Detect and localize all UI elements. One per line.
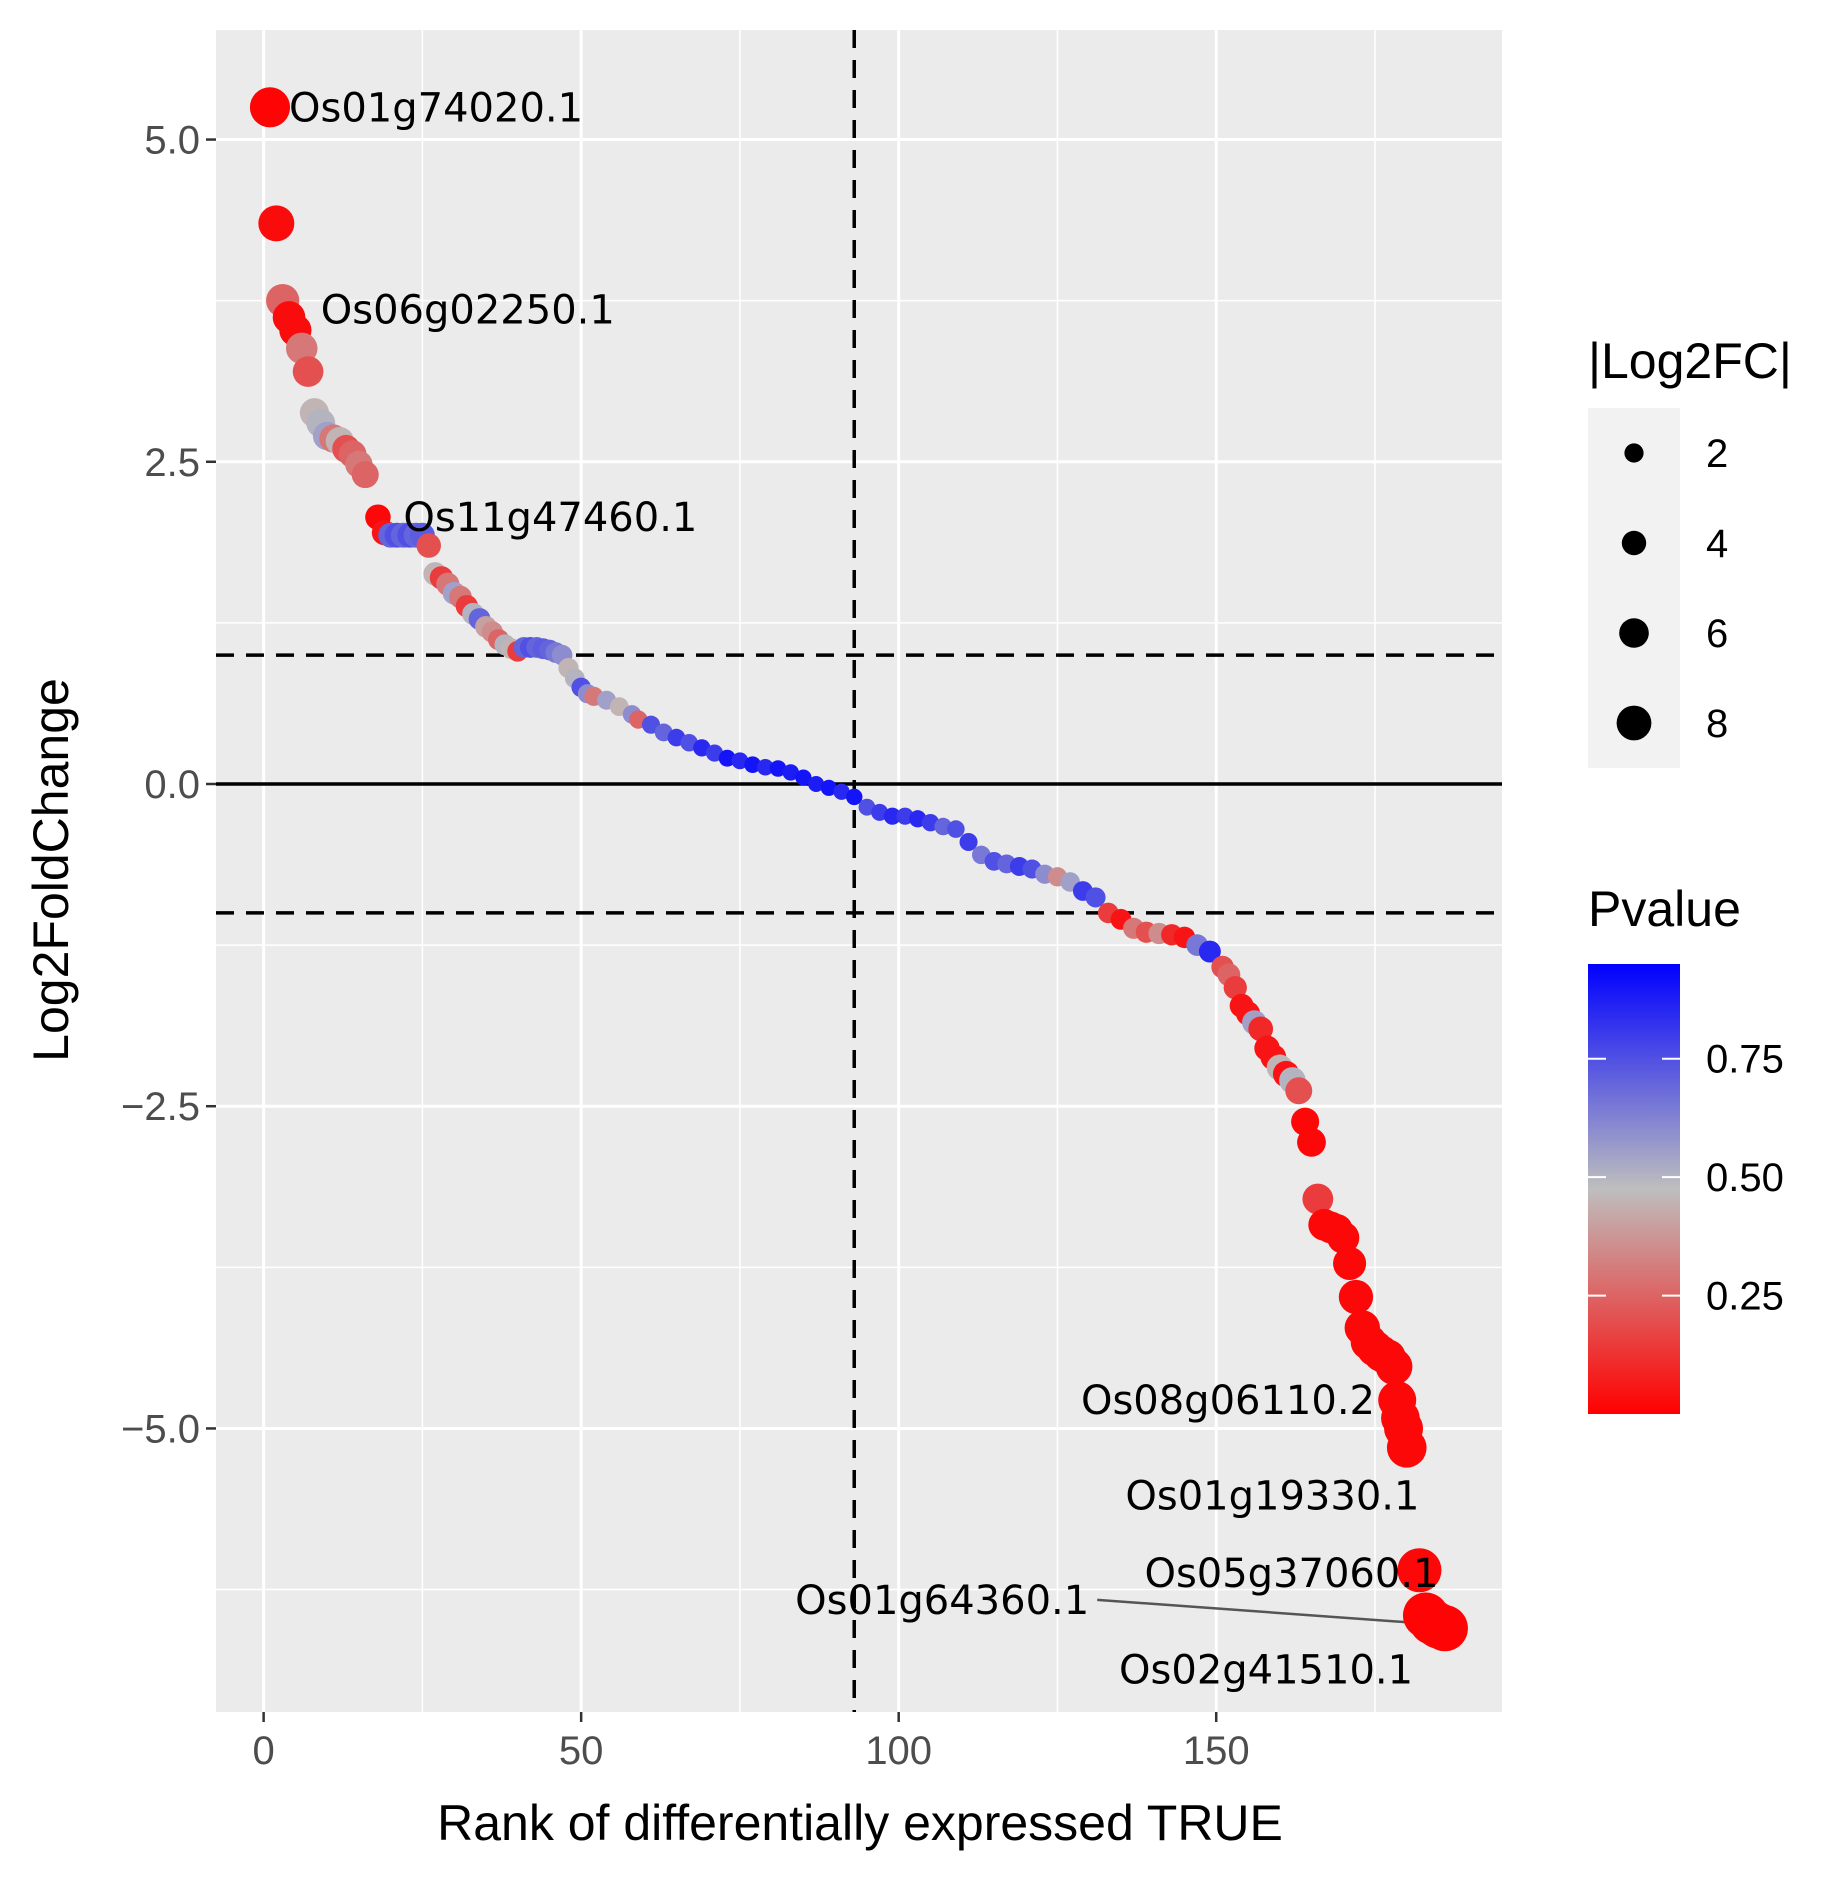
y-tick-label: −5.0	[121, 1407, 200, 1451]
color-legend-label: 0.50	[1706, 1156, 1784, 1200]
size-legend-dot	[1621, 530, 1647, 556]
data-point	[416, 533, 442, 558]
data-point	[846, 788, 863, 806]
data-point	[1375, 1348, 1413, 1385]
data-point	[1333, 1246, 1367, 1281]
color-legend: Pvalue 0.25 0.50 0.75	[1588, 881, 1784, 1414]
y-axis: −5.0 −2.5 0.0 2.5 5.0	[121, 119, 216, 1451]
color-legend-label: 0.75	[1706, 1038, 1784, 1082]
data-point	[718, 749, 736, 767]
annotation-connector	[1097, 1598, 1422, 1625]
annotation-connectors	[1097, 1598, 1422, 1625]
color-bar	[1588, 964, 1680, 1414]
data-point	[833, 783, 850, 800]
x-tick-label: 50	[559, 1729, 604, 1773]
data-point	[258, 205, 295, 242]
data-point	[292, 356, 324, 387]
data-point	[705, 744, 724, 762]
data-point	[959, 832, 978, 852]
data-point	[1302, 1183, 1334, 1215]
data-point	[744, 756, 761, 774]
color-legend-label: 0.25	[1706, 1275, 1784, 1319]
data-point	[820, 779, 837, 796]
data-point	[808, 776, 825, 792]
data-point	[1338, 1279, 1374, 1315]
data-point	[351, 461, 379, 489]
gene-label: Os01g64360.1	[795, 1578, 1089, 1624]
y-tick-label: 0.0	[144, 763, 200, 807]
data-point	[249, 87, 291, 128]
data-point	[1327, 1221, 1360, 1254]
size-legend-label: 6	[1706, 612, 1728, 656]
data-point	[1223, 976, 1247, 1000]
gene-label: Os06g02250.1	[321, 288, 615, 334]
color-legend-title: Pvalue	[1588, 881, 1741, 937]
data-point	[769, 760, 787, 777]
x-axis-title: Rank of differentially expressed TRUE	[437, 1795, 1283, 1851]
size-legend-label: 4	[1706, 522, 1728, 566]
size-legend-dot	[1624, 443, 1644, 463]
size-legend-dot	[1619, 618, 1649, 648]
size-legend-label: 8	[1706, 702, 1728, 746]
y-tick-label: −2.5	[121, 1085, 200, 1129]
data-point	[1421, 1605, 1468, 1652]
data-point	[757, 758, 774, 776]
y-tick-label: 5.0	[144, 119, 200, 163]
y-tick-label: 2.5	[144, 441, 200, 485]
data-point	[782, 764, 799, 781]
data-point	[285, 332, 318, 365]
size-legend: |Log2FC| 2 4 6 8	[1588, 333, 1792, 768]
data-point	[731, 752, 749, 770]
data-point	[1386, 1427, 1427, 1468]
x-tick-label: 0	[253, 1729, 275, 1773]
data-point	[1297, 1127, 1326, 1157]
data-points	[249, 87, 1468, 1652]
gene-label: Os01g19330.1	[1125, 1473, 1419, 1519]
data-point	[795, 769, 812, 786]
plot-panel	[216, 30, 1502, 1712]
gene-annotations: Os01g74020.1 Os06g02250.1 Os11g47460.1 Os08…	[289, 85, 1438, 1693]
size-legend-title: |Log2FC|	[1588, 333, 1792, 389]
gene-label: Os01g74020.1	[289, 85, 583, 131]
data-point	[1198, 940, 1221, 963]
data-point	[947, 820, 965, 838]
x-axis: 0 50 100 150	[253, 1712, 1250, 1773]
x-tick-label: 150	[1183, 1729, 1250, 1773]
data-point	[1397, 1548, 1442, 1593]
size-legend-label: 2	[1706, 432, 1728, 476]
grid-major	[216, 30, 1502, 1712]
size-legend-dot	[1616, 705, 1652, 741]
data-point	[1085, 887, 1106, 908]
reference-lines	[216, 30, 1502, 1712]
gene-label: Os02g41510.1	[1119, 1647, 1413, 1693]
x-tick-label: 100	[865, 1729, 932, 1773]
gene-label: Os08g06110.2	[1081, 1378, 1375, 1424]
y-axis-title: Log2FoldChange	[23, 678, 79, 1062]
data-point	[1285, 1077, 1313, 1105]
data-point	[1248, 1016, 1274, 1042]
data-point	[858, 798, 876, 816]
data-point	[883, 807, 901, 825]
gene-label: Os05g37060.1	[1144, 1551, 1438, 1597]
gene-label: Os11g47460.1	[403, 495, 697, 541]
